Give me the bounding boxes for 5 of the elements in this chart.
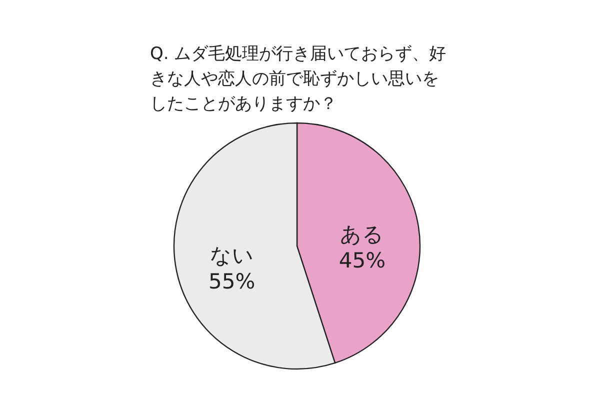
slice-label: ある bbox=[340, 222, 384, 247]
data-label: 45% bbox=[338, 248, 386, 273]
slice-label: ない bbox=[210, 243, 254, 268]
chart-title: Q. ムダ毛処理が行き届いておらず、好きな人や恋人の前で恥ずかしい思いをしたことがありますか？ bbox=[150, 44, 446, 114]
data-label: 55% bbox=[208, 269, 256, 294]
